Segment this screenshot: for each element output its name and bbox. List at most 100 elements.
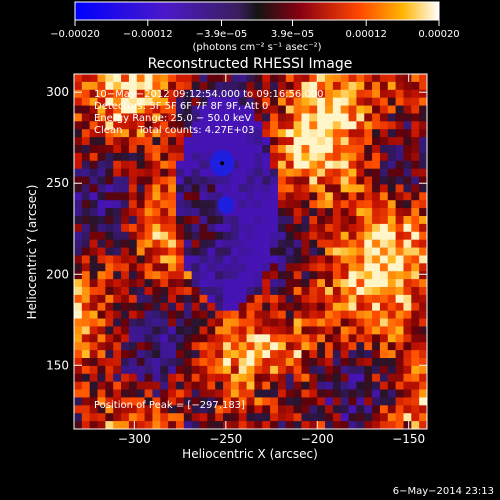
- heatmap-cell: [105, 121, 114, 130]
- heatmap-cell: [364, 373, 373, 383]
- heatmap-cell: [395, 231, 405, 241]
- heatmap-cell: [411, 176, 420, 186]
- heatmap-cell: [325, 405, 334, 414]
- heatmap-cell: [277, 326, 287, 335]
- heatmap-cell: [121, 255, 130, 264]
- heatmap-cell: [387, 342, 397, 351]
- heatmap-cell: [207, 247, 216, 257]
- heatmap-cell: [379, 381, 389, 391]
- heatmap-cell: [317, 129, 326, 138]
- heatmap-cell: [285, 263, 295, 272]
- heatmap-cell: [332, 89, 342, 99]
- heatmap-cell: [246, 89, 256, 99]
- heatmap-cell: [152, 271, 161, 280]
- heatmap-cell: [285, 223, 295, 233]
- heatmap-cell: [168, 231, 177, 241]
- heatmap-cell: [97, 302, 106, 312]
- heatmap-cell: [230, 279, 240, 288]
- heatmap-cell: [340, 105, 350, 115]
- heatmap-cell: [395, 247, 405, 257]
- heatmap-cell: [285, 294, 295, 304]
- heatmap-cell: [97, 200, 106, 209]
- heatmap-cell: [254, 192, 263, 201]
- heatmap-cell: [372, 176, 381, 186]
- heatmap-cell: [160, 302, 169, 312]
- heatmap-cell: [364, 326, 373, 335]
- heatmap-cell: [395, 318, 405, 328]
- heatmap-cell: [387, 413, 397, 422]
- heatmap-cell: [293, 318, 303, 328]
- heatmap-cell: [215, 350, 224, 359]
- heatmap-cell: [254, 271, 263, 280]
- heatmap-cell: [317, 168, 326, 178]
- heatmap-cell: [403, 160, 412, 170]
- heatmap-cell: [160, 342, 169, 351]
- heatmap-cell: [317, 342, 326, 351]
- heatmap-cell: [379, 168, 389, 178]
- heatmap-cell: [332, 405, 342, 414]
- heatmap-cell: [97, 176, 106, 186]
- heatmap-cell: [395, 168, 405, 178]
- heatmap-cell: [411, 223, 420, 233]
- heatmap-cell: [128, 405, 138, 414]
- heatmap-cell: [97, 192, 106, 201]
- heatmap-cell: [379, 208, 389, 217]
- heatmap-cell: [136, 231, 146, 241]
- heatmap-cell: [81, 302, 91, 312]
- heatmap-cell: [74, 208, 83, 217]
- heatmap-cell: [160, 287, 169, 296]
- heatmap-cell: [379, 129, 389, 138]
- heatmap-cell: [285, 81, 295, 91]
- heatmap-cell: [372, 326, 381, 335]
- heatmap-cell: [372, 192, 381, 201]
- heatmap-cell: [160, 176, 169, 186]
- heatmap-cell: [411, 365, 420, 375]
- heatmap-cell: [293, 381, 303, 391]
- heatmap-cell: [81, 200, 91, 209]
- heatmap-cell: [113, 152, 122, 162]
- heatmap-cell: [403, 350, 412, 359]
- heatmap-cell: [356, 74, 365, 83]
- heatmap-cell: [332, 200, 342, 209]
- heatmap-cell: [207, 137, 216, 146]
- heatmap-cell: [207, 397, 216, 406]
- heatmap-cell: [277, 279, 287, 288]
- heatmap-cell: [285, 405, 295, 414]
- heatmap-cell: [113, 365, 122, 375]
- heatmap-cell: [411, 137, 420, 146]
- heatmap-cell: [356, 223, 365, 233]
- heatmap-cell: [74, 231, 83, 241]
- heatmap-cell: [246, 334, 256, 343]
- heatmap-cell: [262, 255, 271, 264]
- heatmap-cell: [136, 334, 146, 343]
- heatmap-cell: [144, 97, 154, 107]
- heatmap-cell: [372, 373, 381, 383]
- heatmap-cell: [301, 421, 310, 429]
- heatmap-cell: [105, 287, 114, 296]
- heatmap-cell: [356, 365, 365, 375]
- heatmap-cell: [387, 326, 397, 335]
- heatmap-cell: [340, 381, 350, 391]
- heatmap-cell: [262, 397, 271, 406]
- heatmap-cell: [411, 389, 420, 399]
- heatmap-cell: [144, 413, 154, 422]
- heatmap-cell: [81, 389, 91, 399]
- heatmap-cell: [175, 176, 185, 186]
- heatmap-cell: [364, 97, 373, 107]
- heatmap-cell: [81, 176, 91, 186]
- heatmap-cell: [317, 223, 326, 233]
- heatmap-cell: [387, 421, 397, 429]
- heatmap-cell: [230, 176, 240, 186]
- heatmap-cell: [270, 129, 279, 138]
- heatmap-cell: [364, 405, 373, 414]
- heatmap-cell: [168, 287, 177, 296]
- heatmap-cell: [121, 294, 130, 304]
- heatmap-cell: [411, 192, 420, 201]
- heatmap-cell: [215, 381, 224, 391]
- heatmap-cell: [301, 342, 310, 351]
- heatmap-cell: [254, 397, 263, 406]
- heatmap-cell: [74, 74, 83, 83]
- heatmap-cell: [262, 129, 271, 138]
- heatmap-cell: [364, 152, 373, 162]
- heatmap-cell: [105, 405, 114, 414]
